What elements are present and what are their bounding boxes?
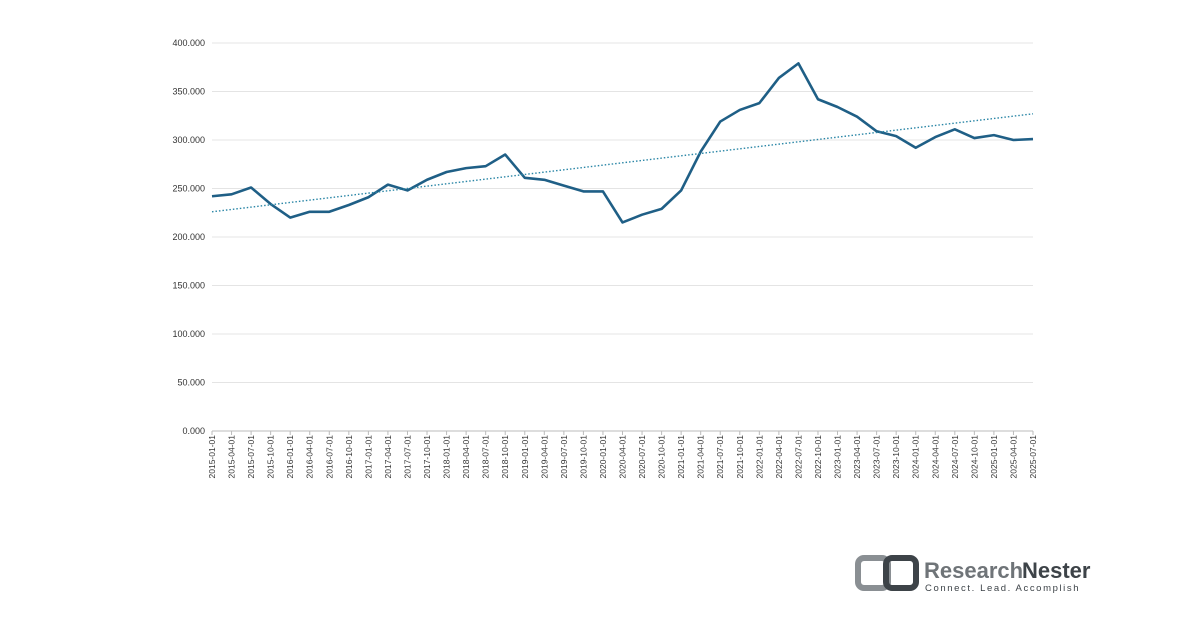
x-tick-label: 2021-07-01 [715,435,725,479]
x-tick-label: 2015-01-01 [207,435,217,479]
logo-name: Nester [1022,558,1091,583]
x-tick-label: 2023-04-01 [852,435,862,479]
logo-name: Research [924,558,1023,583]
x-tick-label: 2019-10-01 [578,435,588,479]
y-tick-label: 150.000 [172,281,205,291]
x-tick-label: 2024-07-01 [950,435,960,479]
x-tick-label: 2020-07-01 [637,435,647,479]
x-tick-label: 2025-01-01 [989,435,999,479]
logo-icon [883,555,919,591]
x-tick-label: 2022-07-01 [793,435,803,479]
logo-tagline: Connect. Lead. Accomplish [925,583,1080,594]
x-tick-label: 2017-04-01 [383,435,393,479]
y-tick-label: 400.000 [172,38,205,48]
x-tick-label: 2024-04-01 [930,435,940,479]
y-tick-label: 250.000 [172,184,205,194]
trend-line [211,113,1034,213]
x-tick-label: 2015-07-01 [246,435,256,479]
y-tick-label: 0.000 [182,426,205,436]
x-tick-label: 2022-01-01 [754,435,764,479]
x-tick-label: 2023-01-01 [833,435,843,479]
y-tick-label: 350.000 [172,87,205,97]
x-tick-label: 2020-10-01 [657,435,667,479]
data-line [211,62,1034,224]
x-tick-label: 2020-04-01 [618,435,628,479]
x-tick-label: 2024-10-01 [969,435,979,479]
x-tick-label: 2016-10-01 [344,435,354,479]
x-tick-label: 2021-10-01 [735,435,745,479]
x-tick-label: 2025-07-01 [1028,435,1038,479]
x-tick-label: 2018-07-01 [481,435,491,479]
x-tick-label: 2015-04-01 [227,435,237,479]
x-tick-label: 2021-04-01 [696,435,706,479]
x-tick-label: 2015-10-01 [266,435,276,479]
x-tick-label: 2024-01-01 [911,435,921,479]
y-tick-label: 100.000 [172,329,205,339]
y-tick-label: 50.000 [177,378,205,388]
x-tick-label: 2018-04-01 [461,435,471,479]
x-tick-label: 2023-10-01 [891,435,901,479]
x-tick-label: 2016-07-01 [324,435,334,479]
x-tick-label: 2019-07-01 [559,435,569,479]
x-tick-label: 2018-01-01 [442,435,452,479]
x-tick-label: 2020-01-01 [598,435,608,479]
x-tick-label: 2021-01-01 [676,435,686,479]
x-tick-label: 2023-07-01 [872,435,882,479]
x-tick-label: 2016-01-01 [285,435,295,479]
x-tick-label: 2016-04-01 [305,435,315,479]
x-tick-label: 2022-04-01 [774,435,784,479]
logo: Research Nester Connect. Lead. Accomplis… [855,555,1091,594]
x-tick-label: 2017-01-01 [363,435,373,479]
y-tick-label: 200.000 [172,232,205,242]
y-tick-label: 300.000 [172,135,205,145]
x-tick-label: 2018-10-01 [500,435,510,479]
x-tick-label: 2022-10-01 [813,435,823,479]
x-tick-label: 2025-04-01 [1008,435,1018,479]
x-tick-label: 2019-01-01 [520,435,530,479]
x-tick-label: 2017-10-01 [422,435,432,479]
x-tick-label: 2017-07-01 [402,435,412,479]
x-tick-label: 2019-04-01 [539,435,549,479]
